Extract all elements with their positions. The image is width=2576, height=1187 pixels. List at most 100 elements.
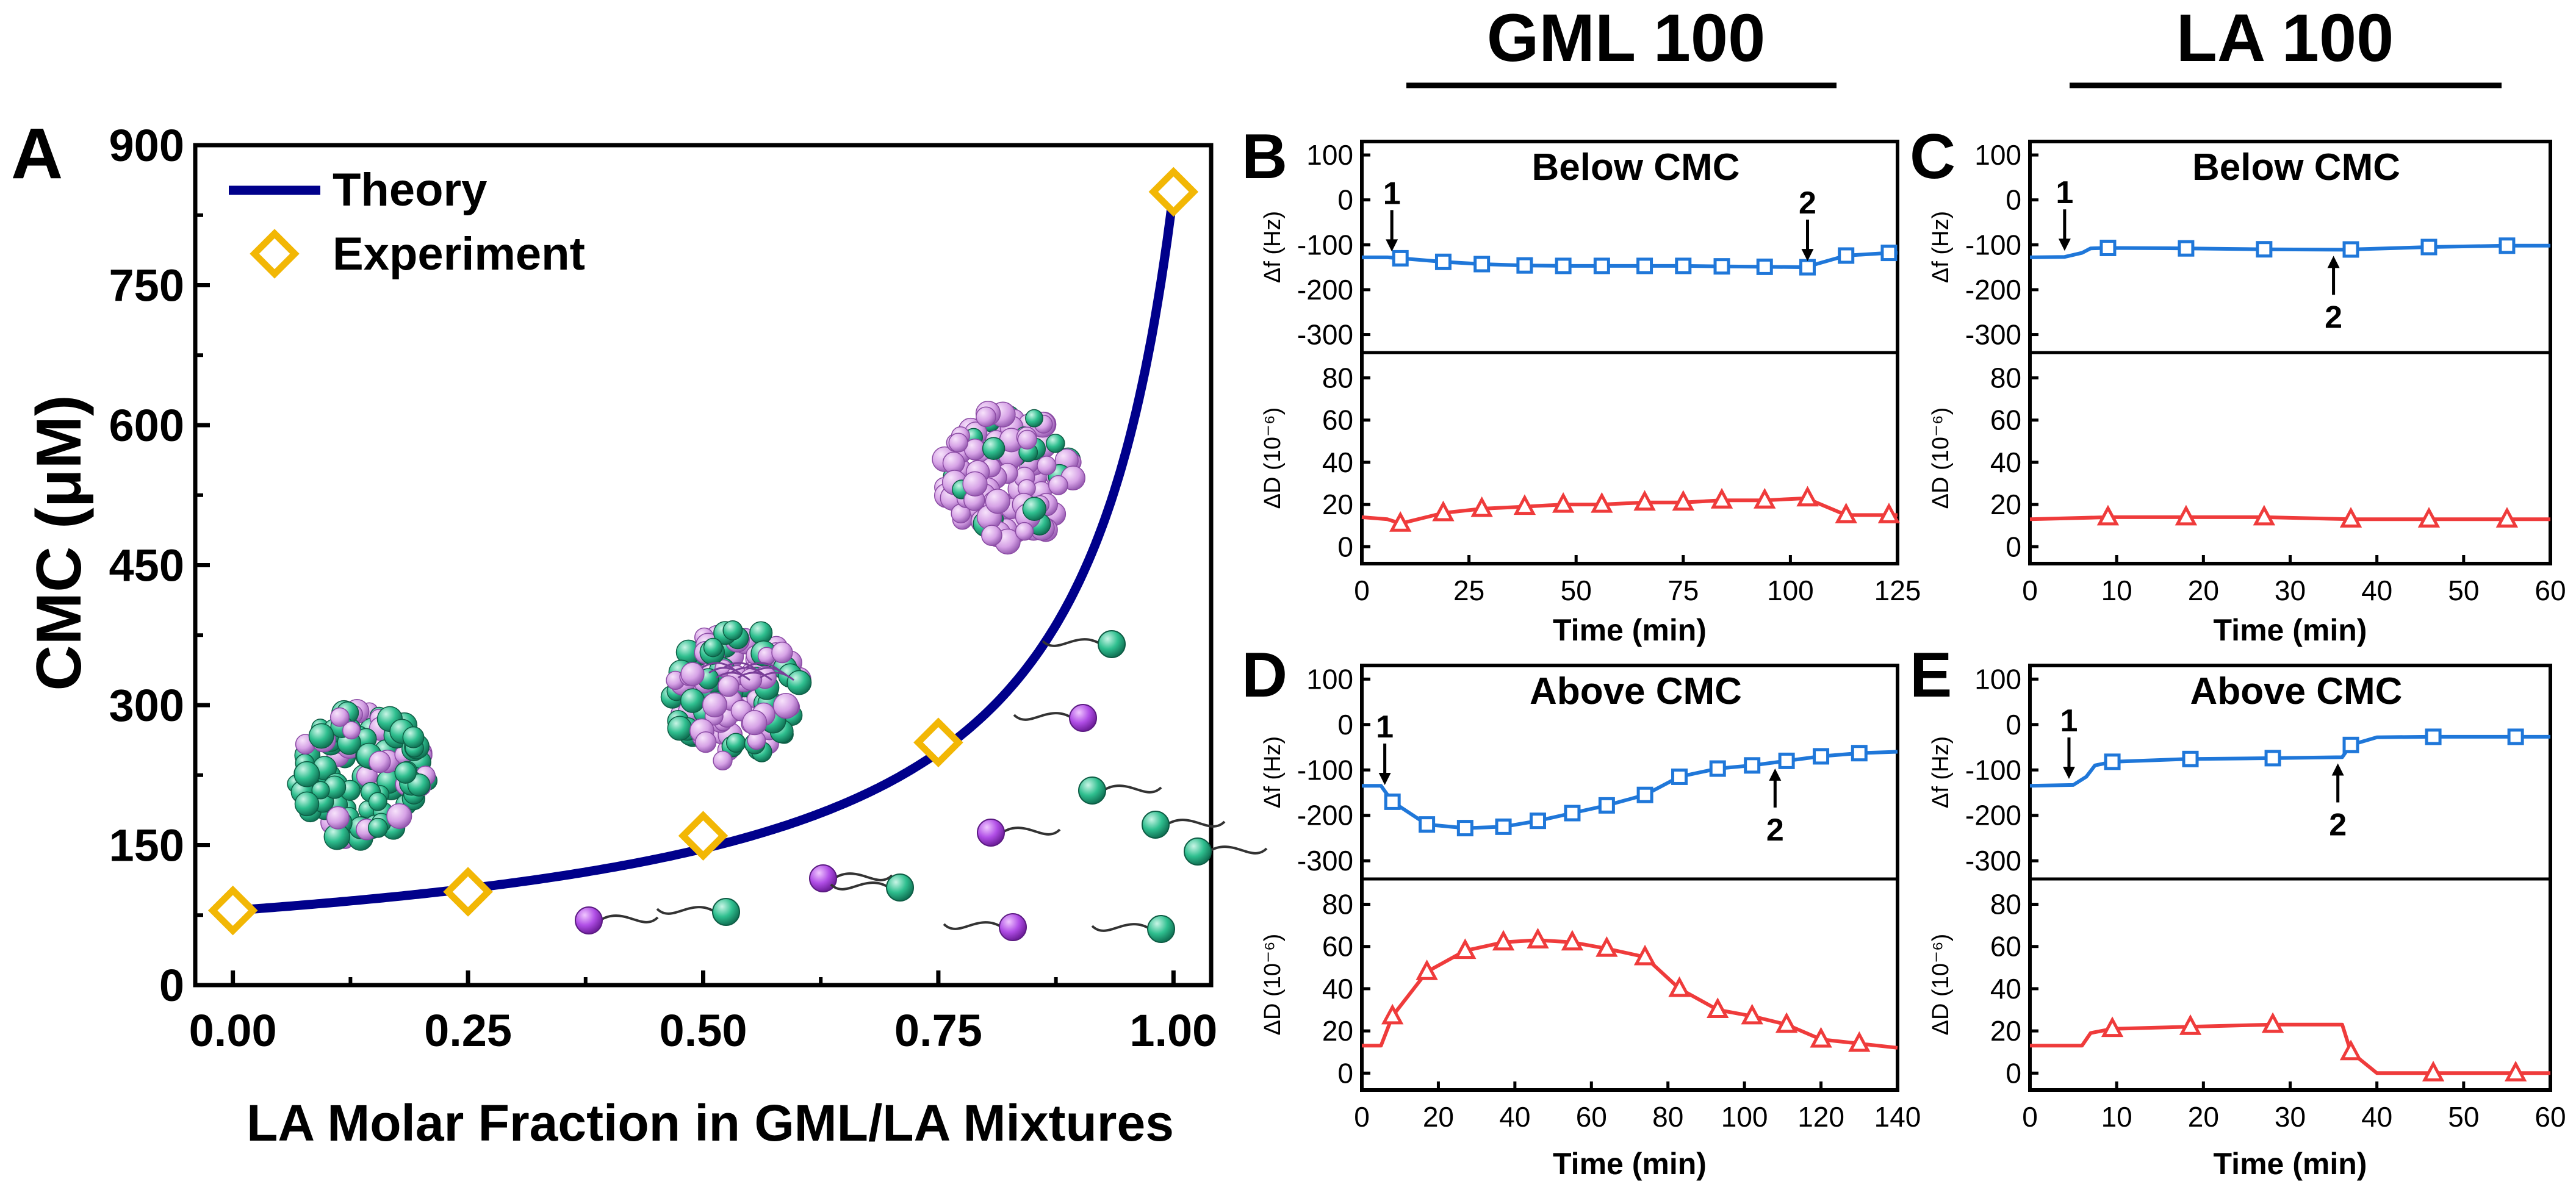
x-tick-label: 0 <box>2022 1101 2038 1133</box>
frequency-y-tick-label: 100 <box>1306 139 1353 171</box>
frequency-data-point <box>1675 257 1692 274</box>
frequency-data-point <box>1671 768 1688 785</box>
surfactant-tail <box>760 672 794 681</box>
panel-condition-label: Below CMC <box>1532 146 1740 188</box>
event-arrow-label: 1 <box>2060 703 2078 739</box>
x-tick-label: 75 <box>1668 575 1699 606</box>
gml-monomer-head <box>1184 837 1212 866</box>
dissipation-y-tick-label: 40 <box>1990 446 2021 478</box>
dissipation-data-point <box>1633 490 1656 511</box>
dissipation-y-axis-label: ΔD (10⁻⁶) <box>1260 407 1286 509</box>
x-tick-label: 0.75 <box>894 1005 982 1056</box>
dissipation-y-tick-label: 40 <box>1990 973 2021 1005</box>
frequency-data-point <box>2425 728 2442 745</box>
y-tick-label: 600 <box>109 400 184 451</box>
gml-head-sphere <box>294 791 320 817</box>
la-head-sphere <box>1017 429 1037 450</box>
dissipation-data-point <box>2339 1039 2362 1061</box>
frequency-data-point <box>1636 257 1653 274</box>
la-monomer-head <box>809 864 837 892</box>
frequency-y-tick-label: -100 <box>1965 754 2021 786</box>
surfactant-tail <box>943 921 1003 930</box>
frequency-data-point <box>1598 797 1615 814</box>
frequency-data-point <box>1838 247 1855 264</box>
dissipation-data-point <box>1707 997 1729 1019</box>
frequency-y-tick-label: -300 <box>1965 845 2021 877</box>
frequency-y-tick-label: 100 <box>1974 139 2021 171</box>
dissipation-y-tick-label: 60 <box>1990 404 2021 436</box>
dissipation-data-point <box>2101 1016 2124 1038</box>
dissipation-data-point <box>1416 959 1438 980</box>
dissipation-data-point <box>1527 928 1549 949</box>
event-arrow-label: 2 <box>2329 808 2347 843</box>
frequency-data-point <box>1813 748 1830 765</box>
dissipation-data-point <box>1668 976 1691 997</box>
event-arrow-label: 1 <box>1383 176 1401 211</box>
frequency-y-axis-label: Δf (Hz) <box>1928 211 1954 283</box>
x-tick-label: 50 <box>2448 1101 2479 1133</box>
x-tick-label: 60 <box>2535 575 2566 606</box>
gml-head-sphere <box>311 781 330 800</box>
x-tick-label: 30 <box>2275 575 2306 606</box>
x-tick-label: 125 <box>1874 575 1921 606</box>
y-tick-label: 0 <box>159 960 184 1011</box>
legend-experiment-swatch <box>250 229 300 279</box>
dissipation-data-point <box>1552 492 1575 513</box>
la-head-sphere <box>702 692 727 718</box>
dissipation-data-point <box>1513 494 1536 515</box>
x-tick-label: 50 <box>1561 575 1592 606</box>
frequency-y-tick-label: -100 <box>1297 754 1353 786</box>
frequency-y-axis-label: Δf (Hz) <box>1928 736 1954 808</box>
gml-head-sphere <box>394 761 417 784</box>
la-head-sphere <box>695 731 717 753</box>
gml-head-sphere <box>749 621 773 645</box>
frequency-data-point <box>1434 253 1452 270</box>
gml-head-sphere <box>667 715 693 741</box>
dissipation-y-tick-label: 20 <box>1322 489 1353 520</box>
frequency-y-tick-label: -200 <box>1965 800 2021 831</box>
frequency-data-point <box>1456 820 1473 837</box>
gml-head-sphere <box>680 688 705 713</box>
dissipation-data-point <box>2422 1061 2445 1081</box>
gml-monomer-head <box>1078 776 1106 805</box>
gml-monomer-head <box>712 898 740 926</box>
surfactant-tail <box>1013 712 1073 721</box>
frequency-data-point <box>1516 257 1533 274</box>
dissipation-y-axis-label: ΔD (10⁻⁶) <box>1928 407 1954 509</box>
event-arrowhead <box>1769 768 1782 781</box>
la-monomer-head <box>999 913 1027 941</box>
dissipation-data-point <box>1672 490 1694 511</box>
x-tick-label: 60 <box>2535 1101 2566 1133</box>
panel-a-y-axis-label: CMC (μM) <box>24 395 95 690</box>
frequency-data-point <box>1392 249 1409 267</box>
surfactant-tail <box>1001 827 1061 836</box>
frequency-y-tick-label: -100 <box>1965 229 2021 260</box>
dissipation-y-tick-label: 0 <box>1337 1057 1353 1089</box>
frequency-data-point <box>1709 760 1726 777</box>
x-tick-label: 40 <box>2361 575 2392 606</box>
frequency-y-tick-label: 100 <box>1974 663 2021 695</box>
frequency-data-point <box>1555 257 1572 274</box>
panel-label-e: E <box>1910 640 1952 711</box>
dissipation-y-tick-label: 20 <box>1990 489 2021 520</box>
dissipation-y-tick-label: 80 <box>1322 362 1353 394</box>
la-head-sphere <box>948 432 968 453</box>
experiment-point <box>678 811 729 861</box>
dissipation-data-point <box>1591 492 1613 513</box>
surfactant-tail <box>1102 784 1162 794</box>
x-axis-label: Time (min) <box>1553 1147 1707 1181</box>
surfactant-tail <box>738 672 772 681</box>
column-header-la: LA 100 <box>2176 1 2394 76</box>
surfactant-tail <box>1042 638 1102 647</box>
dissipation-data-point <box>2179 1014 2202 1035</box>
la-head-sphere <box>976 406 996 428</box>
micelle-illustrations <box>287 401 1268 943</box>
la-head-sphere <box>985 489 1010 514</box>
dissipation-y-tick-label: 0 <box>1337 531 1353 562</box>
event-arrowhead <box>1801 249 1814 262</box>
dissipation-data-point <box>1810 1027 1832 1048</box>
dissipation-data-point <box>1877 503 1901 523</box>
frequency-y-tick-label: -300 <box>1297 845 1353 877</box>
